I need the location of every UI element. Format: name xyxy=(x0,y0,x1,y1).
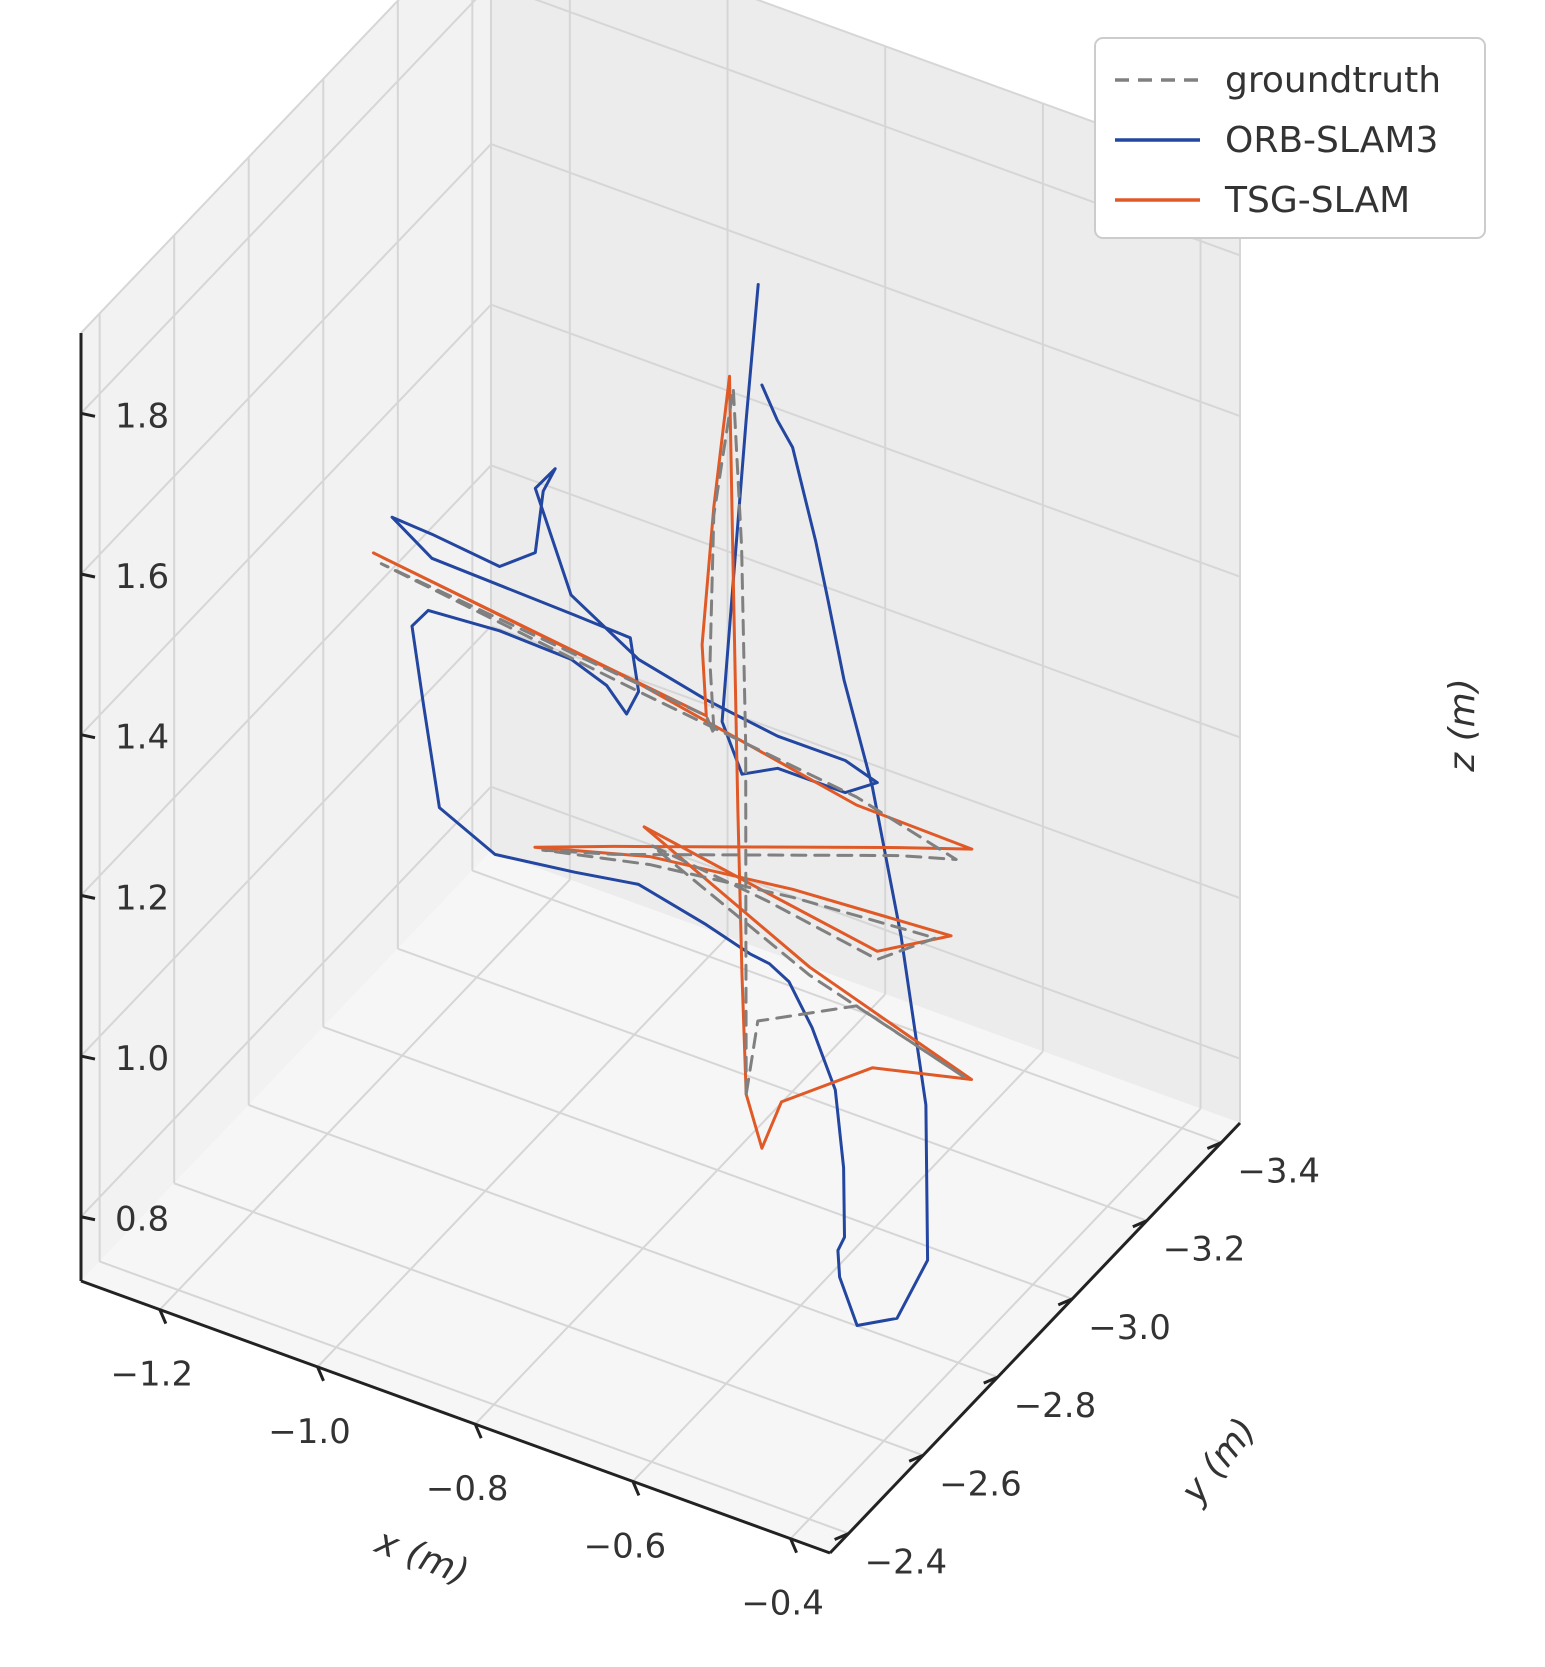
z-axis-label: z (m) xyxy=(1442,678,1483,773)
grid-x-floor-4 xyxy=(789,1107,1202,1540)
x-tick-1 xyxy=(316,1366,325,1382)
axes-panes xyxy=(81,0,1240,1553)
z-tick-label-1: 1.6 xyxy=(115,557,169,597)
z-tick-0 xyxy=(80,411,96,418)
legend-label-groundtruth: groundtruth xyxy=(1225,60,1441,101)
legend-label-orb-slam3: ORB-SLAM3 xyxy=(1225,120,1438,161)
z-tick-4 xyxy=(80,1054,96,1061)
grid-z-back-1 xyxy=(80,143,492,575)
grid-y-floor-4 xyxy=(397,947,1148,1222)
grid-y-floor-3 xyxy=(322,1025,1073,1300)
series-line-orb-slam3 xyxy=(390,283,930,1327)
z-tick-label-3: 1.2 xyxy=(115,878,169,918)
series-layer xyxy=(371,283,974,1327)
y-tick-label-1: −2.6 xyxy=(939,1464,1022,1504)
pane-back xyxy=(81,0,491,1281)
y-tick-label-2: −2.8 xyxy=(1014,1386,1097,1426)
x-tick-label-4: −0.4 xyxy=(741,1584,824,1624)
pane-left xyxy=(491,0,1240,1123)
z-tick-3 xyxy=(80,893,96,900)
x-tick-2 xyxy=(473,1423,483,1439)
x-axis-line xyxy=(80,1279,831,1555)
z-tick-label-5: 0.8 xyxy=(115,1200,169,1240)
grid-z-back-0 xyxy=(80,0,477,415)
x-tick-3 xyxy=(631,1480,641,1497)
x-tick-label-0: −1.2 xyxy=(111,1355,194,1395)
grid-x-floor-0 xyxy=(159,878,571,1311)
z-tick-2 xyxy=(80,733,96,740)
tick-marks xyxy=(80,411,1222,1554)
y-axis-line xyxy=(828,1121,1242,1555)
x-tick-label-3: −0.6 xyxy=(584,1526,667,1566)
x-tick-label-1: −1.0 xyxy=(268,1412,351,1452)
grid-z-left-2 xyxy=(490,303,1241,578)
y-tick-3 xyxy=(1057,1297,1073,1307)
y-axis-label: y (m) xyxy=(1173,1411,1265,1513)
grid-x-floor-2 xyxy=(474,993,886,1425)
y-tick-2 xyxy=(983,1375,999,1385)
z-tick-label-2: 1.4 xyxy=(115,718,169,758)
y-tick-1 xyxy=(908,1453,924,1463)
y-tick-label-5: −3.4 xyxy=(1237,1152,1320,1192)
grid-z-left-1 xyxy=(490,143,1241,417)
legend-label-tsg-slam: TSG-SLAM xyxy=(1224,180,1410,221)
grid-lines xyxy=(80,0,1241,1540)
x-tick-label-2: −0.8 xyxy=(426,1469,509,1509)
z-tick-1 xyxy=(80,572,96,579)
y-tick-0 xyxy=(834,1532,850,1541)
y-tick-4 xyxy=(1132,1219,1148,1229)
grid-y-floor-0 xyxy=(99,1260,849,1535)
z-tick-label-4: 1.0 xyxy=(115,1039,169,1079)
grid-z-back-5 xyxy=(80,786,492,1218)
y-tick-label-0: −2.4 xyxy=(865,1543,948,1583)
grid-z-left-5 xyxy=(490,785,1241,1060)
legend-box xyxy=(1094,37,1486,239)
grid-z-back-2 xyxy=(80,304,492,736)
pane-floor xyxy=(81,851,1240,1553)
series-line-groundtruth xyxy=(379,387,966,1096)
pane-edge-top-back xyxy=(80,0,400,334)
z-tick-label-0: 1.8 xyxy=(115,396,169,436)
grid-y-floor-1 xyxy=(173,1182,924,1457)
series-line-tsg-slam xyxy=(371,374,974,1150)
y-tick-label-4: −3.2 xyxy=(1163,1230,1246,1270)
z-tick-5 xyxy=(80,1215,96,1222)
tick-labels: −1.2 −1.0 −0.8 −0.6 −0.4 −2.4 −2.6 −2.8 −3.0 −3.2… xyxy=(111,396,1320,1623)
legend: groundtruth ORB-SLAM3 TSG-SLAM xyxy=(1094,37,1486,239)
grid-z-left-3 xyxy=(490,464,1241,739)
x-tick-0 xyxy=(158,1309,168,1325)
grid-x-floor-1 xyxy=(316,936,729,1368)
grid-y-floor-2 xyxy=(248,1104,999,1379)
y-tick-label-3: −3.0 xyxy=(1088,1308,1171,1348)
axis-lines xyxy=(79,333,1242,1555)
grid-z-back-3 xyxy=(80,464,492,897)
x-tick-4 xyxy=(789,1538,798,1554)
y-tick-5 xyxy=(1206,1141,1222,1150)
x-axis-label: x (m) xyxy=(369,1521,474,1594)
